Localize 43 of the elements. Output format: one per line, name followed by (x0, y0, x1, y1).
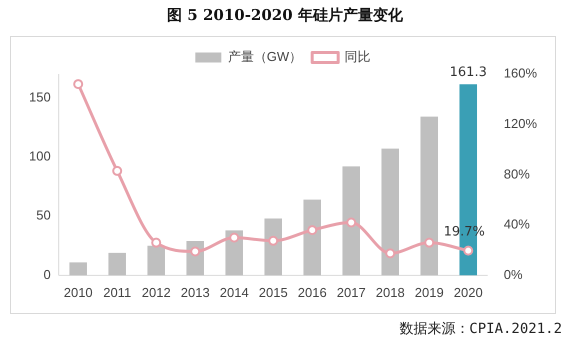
data-label: 161.3 (450, 65, 487, 80)
x-tick-label: 2012 (142, 284, 171, 300)
bar (108, 252, 126, 276)
point (190, 246, 200, 256)
point (385, 248, 396, 258)
y2-tick-label: 0% (504, 266, 523, 282)
y2-tick-label: 80% (504, 166, 530, 182)
y2-tick-label: 40% (504, 216, 530, 232)
bar (303, 200, 322, 276)
chart-title: 图 5 2010-2020 年硅片产量变化 (166, 6, 404, 25)
x-tick-label: 2017 (336, 284, 366, 300)
y-tick-label: 50 (36, 208, 51, 223)
point (268, 236, 278, 246)
x-tick-label: 2014 (220, 284, 249, 300)
bar (420, 116, 438, 276)
bar (381, 148, 400, 276)
point (424, 238, 434, 248)
x-tick-label: 2016 (298, 284, 327, 300)
y-tick-label: 150 (28, 89, 51, 104)
x-tick-label: 2018 (376, 284, 405, 300)
x-tick-label: 2020 (454, 284, 483, 300)
y-tick-label: 100 (28, 148, 51, 164)
x-tick-label: 2015 (258, 284, 288, 300)
bar (147, 246, 165, 276)
point (307, 225, 318, 236)
x-tick-label: 2011 (103, 284, 132, 300)
point (112, 166, 122, 176)
point (229, 232, 240, 243)
bar (69, 262, 87, 276)
point (151, 238, 162, 248)
legend-label: 产量（GW） (228, 49, 302, 64)
y-tick-label: 0 (43, 266, 51, 282)
point (463, 246, 474, 256)
y2-tick-label: 120% (504, 116, 538, 131)
x-tick-label: 2019 (414, 284, 444, 300)
legend-label: 同比 (344, 49, 371, 64)
source-note: 数据来源：CPIA.2021.2 (399, 320, 562, 338)
bar (342, 166, 360, 276)
x-tick-label: 2013 (180, 284, 210, 300)
x-tick-label: 2010 (64, 284, 93, 300)
y2-tick-label: 160% (504, 66, 538, 81)
point (73, 79, 84, 90)
point (346, 218, 356, 228)
